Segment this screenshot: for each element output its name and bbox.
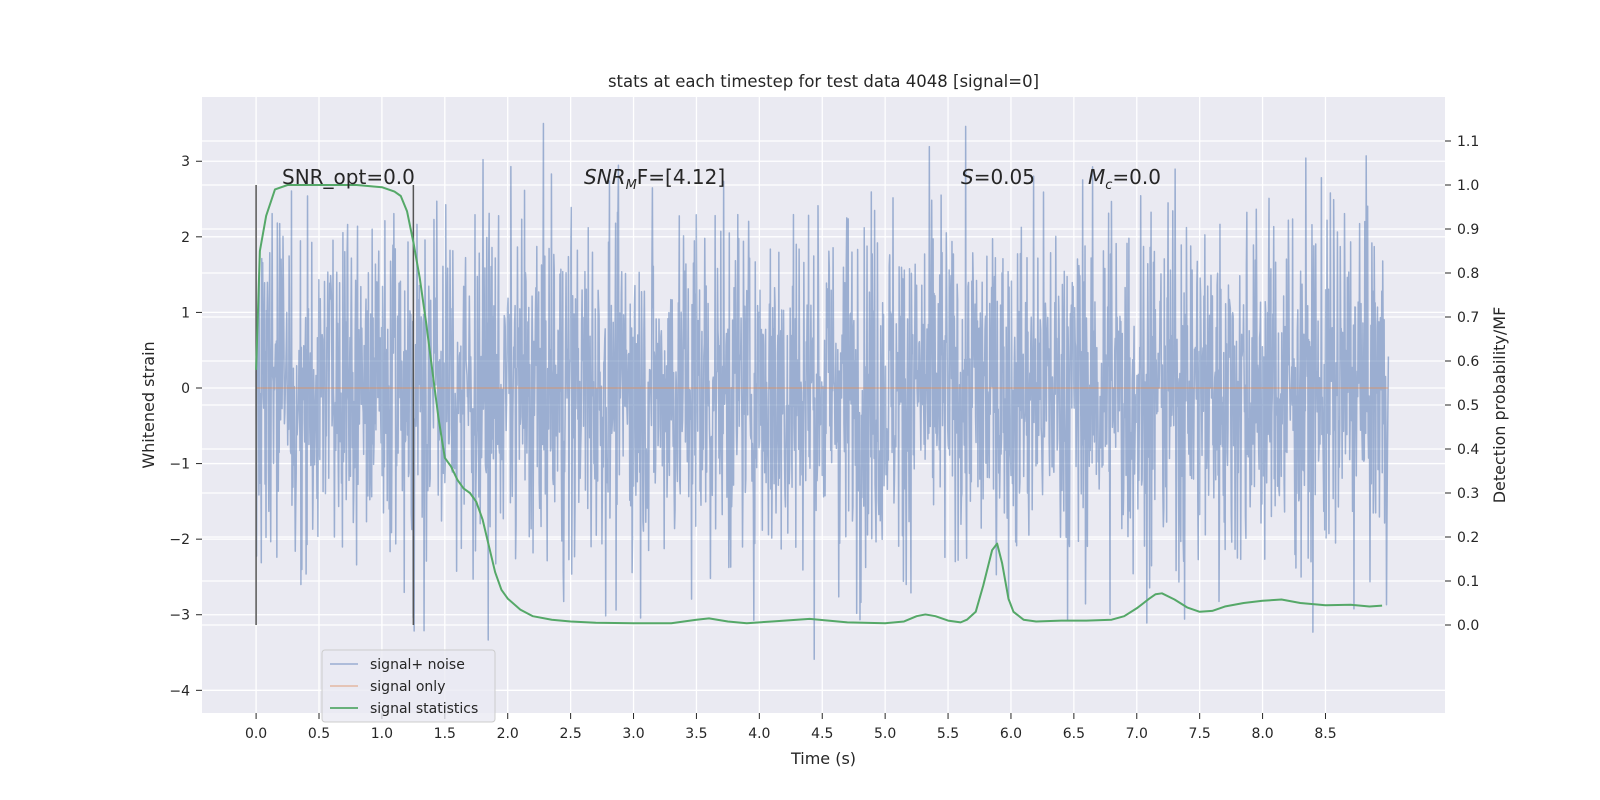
y-tick-label: −2: [169, 532, 190, 548]
legend: signal+ noise signal only signal statist…: [321, 649, 496, 723]
x-tick-label: 3.5: [685, 726, 707, 742]
y2-tick-label: 0.6: [1457, 354, 1479, 370]
annotation-snr-opt: SNR_opt=0.0: [282, 165, 415, 189]
y2-tick-label: 1.1: [1457, 134, 1479, 150]
y2-tick-label: 0.2: [1457, 530, 1479, 546]
y2-tick-label: 0.9: [1457, 222, 1479, 238]
x-tick-label: 0.5: [308, 726, 330, 742]
x-tick-label: 5.5: [937, 726, 959, 742]
x-tick-label: 5.0: [874, 726, 896, 742]
statistics-line: [255, 184, 1383, 625]
x-tick-label: 7.5: [1189, 726, 1211, 742]
y2-tick-label: 0.5: [1457, 398, 1479, 414]
x-tick-label: 2.5: [559, 726, 581, 742]
x-tick-label: 8.0: [1251, 726, 1273, 742]
x-tick-label: 4.5: [811, 726, 833, 742]
annotation-mc: Mc=0.0: [1088, 165, 1161, 193]
series-signal-statistics: [255, 184, 1383, 625]
annotation-mc-subscript: c: [1105, 178, 1112, 193]
legend-box: [321, 649, 496, 723]
x-tick-label: 7.0: [1126, 726, 1148, 742]
y2-tick-label: 0.1: [1457, 574, 1479, 590]
y-tick-label: 0: [181, 381, 190, 397]
annotation-snr-mf-subscript: M: [626, 178, 637, 193]
y2-tick-label: 0.3: [1457, 486, 1479, 502]
x-tick-label: 0.0: [245, 726, 267, 742]
y-tick-label: 1: [181, 305, 190, 321]
y2-axis-label: Detection probability/MF: [1490, 307, 1509, 504]
y-tick-label: 2: [181, 230, 190, 246]
x-tick-label: 4.0: [748, 726, 770, 742]
y-axis-label: Whitened strain: [139, 341, 158, 468]
y-tick-label: −1: [169, 457, 190, 473]
legend-label-signal-only: signal only: [370, 679, 445, 695]
x-axis-label: Time (s): [790, 749, 856, 768]
tick-labels: 0.0 0.5 1.0 1.5 2.0 2.5 3.0 3.5 4.0 4.5 5.0 5.5 6.0 6…: [169, 134, 1479, 742]
chart-title: stats at each timestep for test data 404…: [608, 72, 1039, 91]
series-signal-noise: [255, 122, 1390, 661]
x-tick-label: 3.0: [622, 726, 644, 742]
y2-tick-label: 0.4: [1457, 442, 1479, 458]
y-tick-label: −4: [169, 683, 190, 699]
y2-tick-label: 0.8: [1457, 266, 1479, 282]
annotation-mc-value: =0.0: [1112, 165, 1161, 189]
annotation-s-value: =0.05: [974, 165, 1035, 189]
x-tick-label: 1.5: [434, 726, 456, 742]
annotation-s: S=0.05: [961, 165, 1035, 189]
y2-tick-label: 0.0: [1457, 618, 1479, 634]
x-tick-label: 1.0: [371, 726, 393, 742]
annotation-snr-mf: SNRMF=[4.12]: [584, 165, 725, 193]
y-tick-label: 3: [181, 154, 190, 170]
annotation-snr-mf-symbol: SNR: [584, 165, 626, 189]
noise-trace: [255, 122, 1390, 661]
legend-label-signal-statistics: signal statistics: [370, 701, 478, 717]
marker-lines: [255, 185, 415, 625]
annotation-mc-symbol: M: [1088, 165, 1105, 189]
y-tick-label: −3: [169, 608, 190, 624]
x-tick-label: 2.0: [497, 726, 519, 742]
legend-label-signal-noise: signal+ noise: [370, 657, 465, 673]
x-tick-label: 6.0: [1000, 726, 1022, 742]
annotation-s-symbol: S: [961, 165, 974, 189]
y2-tick-label: 0.7: [1457, 310, 1479, 326]
x-tick-label: 6.5: [1063, 726, 1085, 742]
annotation-snr-mf-value: F=[4.12]: [637, 165, 725, 189]
y2-tick-label: 1.0: [1457, 178, 1479, 194]
x-tick-label: 8.5: [1314, 726, 1336, 742]
